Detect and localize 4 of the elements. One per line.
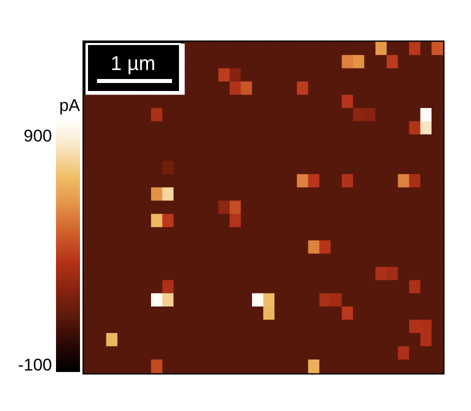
annotation: 1 µm: [110, 53, 156, 75]
color-bar-title: pA: [59, 96, 81, 115]
color-bar-label: 900: [24, 126, 52, 146]
color-bar-label: -100: [18, 356, 52, 375]
